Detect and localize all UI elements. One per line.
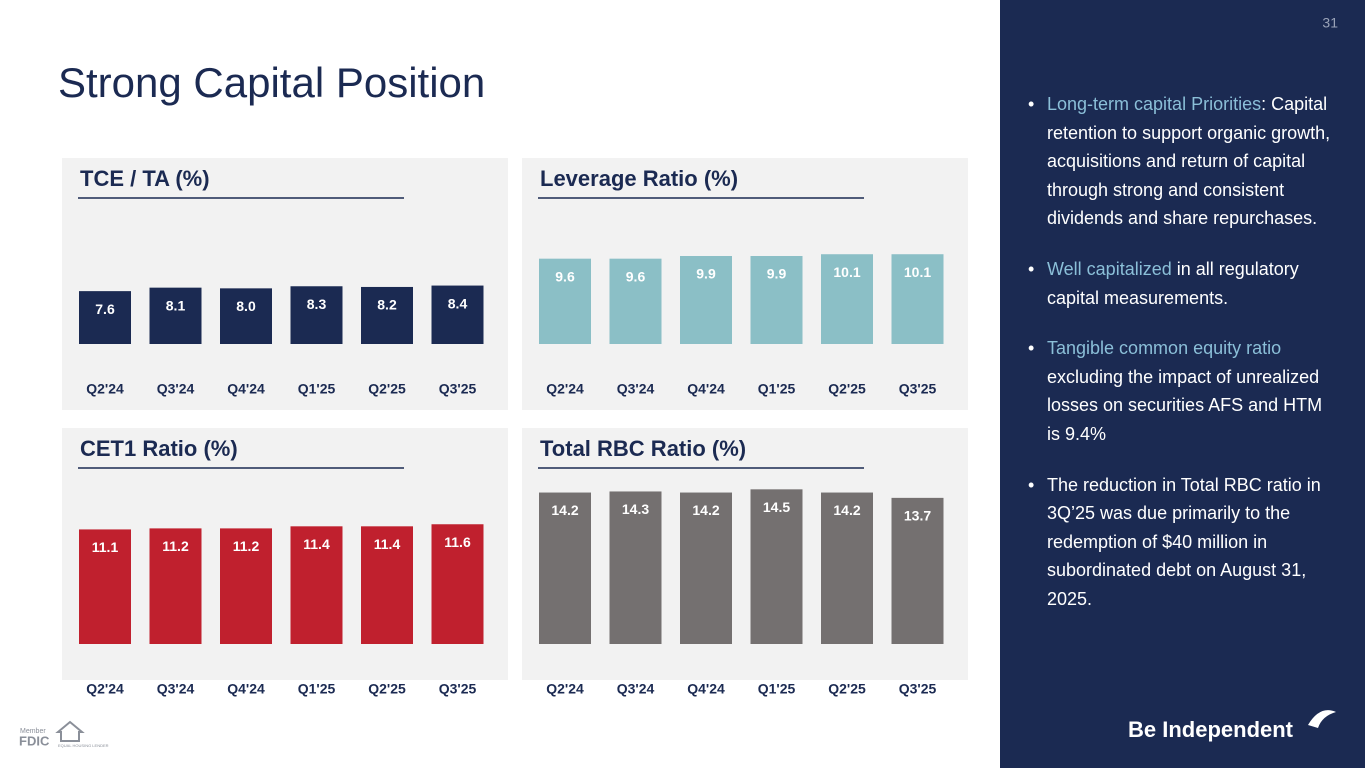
value-label: 9.6 (626, 268, 646, 284)
bar (821, 254, 873, 344)
value-label: 9.9 (767, 266, 787, 282)
value-label: 11.2 (162, 538, 189, 554)
bar (539, 492, 591, 644)
chart-title: Total RBC Ratio (%) (540, 436, 746, 461)
bullet-list: Long-term capital Priorities: Capital re… (1028, 90, 1333, 636)
category-label: Q3'25 (439, 381, 477, 397)
category-label: Q2'24 (86, 381, 124, 397)
value-label: 11.2 (233, 538, 260, 554)
bullet: The reduction in Total RBC ratio in 3Q’2… (1028, 471, 1333, 614)
category-label: Q4'24 (227, 381, 265, 397)
brand: Be Independent (1128, 717, 1294, 742)
category-label: Q2'24 (546, 381, 584, 397)
bar (891, 497, 944, 644)
bar (539, 258, 591, 344)
category-label: Q2'24 (86, 681, 124, 697)
value-label: 13.7 (904, 508, 931, 524)
value-label: 9.9 (696, 266, 716, 282)
ehl-text: EQUAL HOUSING LENDER (58, 743, 109, 748)
category-label: Q3'24 (617, 381, 655, 397)
bullet-text: excluding the impact of unrealized losse… (1047, 366, 1323, 444)
category-label: Q2'25 (368, 381, 406, 397)
category-label: Q3'24 (617, 681, 655, 697)
bullet: Long-term capital Priorities: Capital re… (1028, 90, 1333, 233)
value-label: 14.2 (692, 502, 719, 518)
value-label: 7.6 (95, 301, 115, 317)
chart-panel (62, 158, 508, 410)
brand-bird (1308, 710, 1336, 728)
chart-title: CET1 Ratio (%) (80, 436, 238, 461)
value-label: 8.3 (307, 296, 327, 312)
value-label: 8.4 (448, 295, 468, 311)
bar (149, 528, 202, 644)
bar (149, 287, 202, 344)
value-label: 11.4 (303, 536, 330, 552)
bar (891, 254, 944, 344)
category-label: Q2'24 (546, 681, 584, 697)
category-label: Q2'25 (368, 681, 406, 697)
bullet-highlight: Tangible common equity ratio (1047, 338, 1282, 359)
value-label: 8.2 (377, 297, 397, 313)
fdic: FDIC (19, 733, 50, 748)
category-label: Q1'25 (298, 681, 336, 697)
bullet-text: The reduction in Total RBC ratio in 3Q’2… (1047, 474, 1321, 609)
category-label: Q3'25 (899, 381, 937, 397)
value-label: 14.3 (622, 501, 649, 517)
slide-title: Strong Capital Position (58, 59, 485, 106)
value-label: 14.2 (833, 502, 860, 518)
bar (431, 285, 484, 344)
value-label: 10.1 (904, 264, 931, 280)
category-label: Q1'25 (758, 381, 796, 397)
value-label: 8.1 (166, 297, 186, 313)
bullet-text: in all regulatory capital measurements. (1047, 258, 1299, 308)
page-number: 31 (1322, 15, 1338, 31)
category-label: Q2'25 (828, 681, 866, 697)
bar (750, 256, 803, 344)
category-label: Q3'24 (157, 381, 195, 397)
category-label: Q3'25 (439, 681, 477, 697)
category-label: Q2'25 (828, 381, 866, 397)
bar (609, 491, 662, 644)
ehl-icon (55, 720, 85, 742)
category-label: Q4'24 (687, 381, 725, 397)
value-label: 10.1 (833, 264, 860, 280)
bullet-text: : Capital retention to support organic g… (1047, 94, 1331, 229)
bar (290, 286, 343, 344)
bar (220, 288, 272, 344)
bullet-highlight: Long-term capital Priorities (1047, 94, 1262, 114)
bar (821, 492, 873, 644)
value-label: 14.5 (763, 499, 790, 515)
bar (750, 489, 803, 644)
bar (680, 256, 732, 344)
bar (431, 524, 484, 644)
fdic-member: Member (20, 728, 46, 735)
category-label: Q1'25 (298, 381, 336, 397)
category-label: Q3'24 (157, 681, 195, 697)
value-label: 9.6 (555, 268, 575, 284)
category-label: Q4'24 (687, 681, 725, 697)
value-label: 8.0 (236, 298, 256, 314)
bar (220, 528, 272, 644)
bar (79, 291, 131, 344)
category-label: Q4'24 (227, 681, 265, 697)
bar (680, 492, 732, 644)
category-label: Q3'25 (899, 681, 937, 697)
bar (361, 526, 413, 644)
value-label: 11.1 (92, 539, 119, 555)
bar (609, 258, 662, 344)
value-label: 14.2 (551, 502, 578, 518)
bar (361, 286, 413, 344)
value-label: 11.6 (444, 534, 471, 550)
chart-title: Leverage Ratio (%) (540, 166, 738, 191)
bar (290, 526, 343, 644)
bullet-highlight: Well capitalized (1047, 258, 1172, 279)
bullet: Well capitalized in all regulatory capit… (1028, 255, 1333, 312)
bullet: Tangible common equity ratio excluding t… (1028, 334, 1333, 448)
bar (79, 529, 131, 644)
value-label: 11.4 (374, 536, 401, 552)
chart-title: TCE / TA (%) (80, 166, 210, 191)
category-label: Q1'25 (758, 681, 796, 697)
